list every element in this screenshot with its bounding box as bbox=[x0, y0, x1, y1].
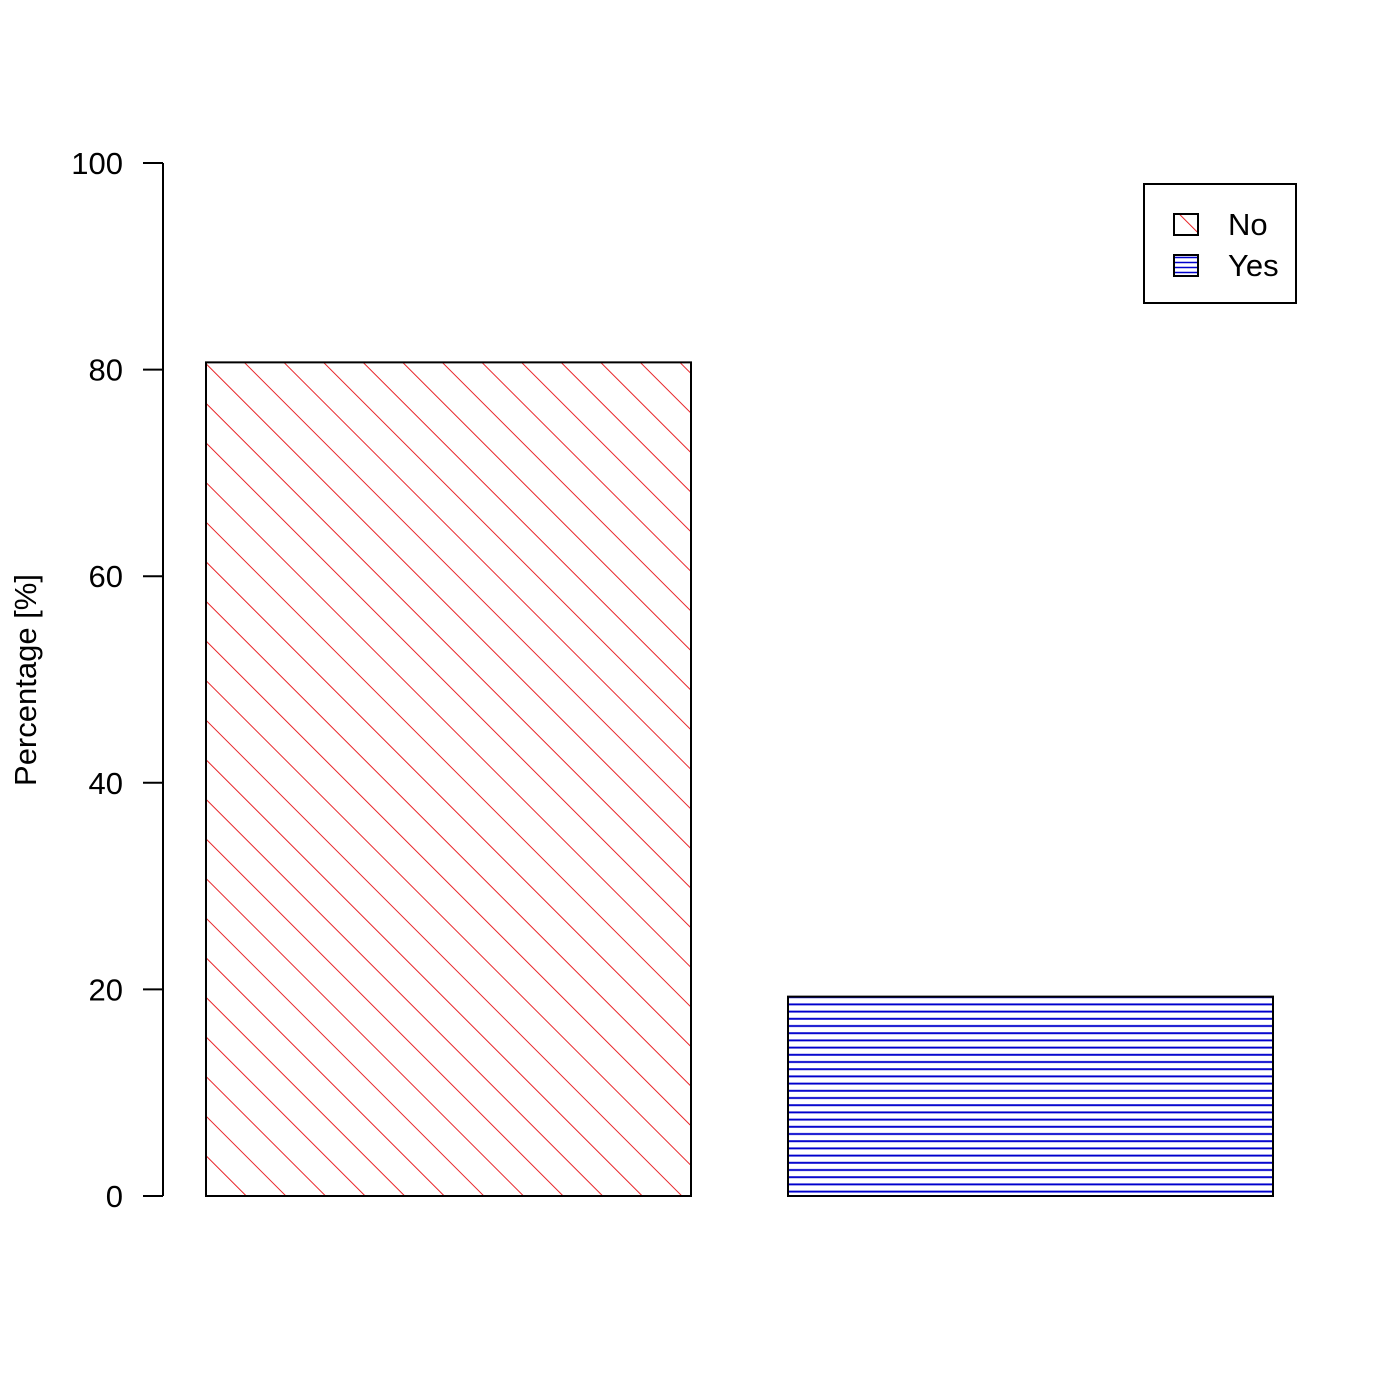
y-tick-label: 60 bbox=[89, 559, 123, 594]
legend-label-yes: Yes bbox=[1228, 248, 1279, 283]
y-tick-label: 20 bbox=[89, 972, 123, 1007]
legend-swatch-no bbox=[1173, 213, 1199, 236]
y-tick-label: 80 bbox=[89, 353, 123, 388]
legend: No Yes bbox=[1143, 183, 1297, 304]
bars-group bbox=[205, 361, 1274, 1197]
legend-swatch-yes bbox=[1173, 254, 1199, 277]
legend-box bbox=[1143, 183, 1297, 304]
y-axis-title: Percentage [%] bbox=[8, 574, 43, 786]
y-tick-label: 100 bbox=[71, 146, 123, 181]
legend-label-no: No bbox=[1228, 207, 1268, 242]
bar-no bbox=[205, 361, 692, 1197]
y-tick-label: 0 bbox=[106, 1179, 123, 1214]
y-tick-label: 40 bbox=[89, 766, 123, 801]
y-axis: 0 20 40 60 80 100 bbox=[71, 146, 164, 1214]
bar-yes bbox=[787, 995, 1274, 1197]
